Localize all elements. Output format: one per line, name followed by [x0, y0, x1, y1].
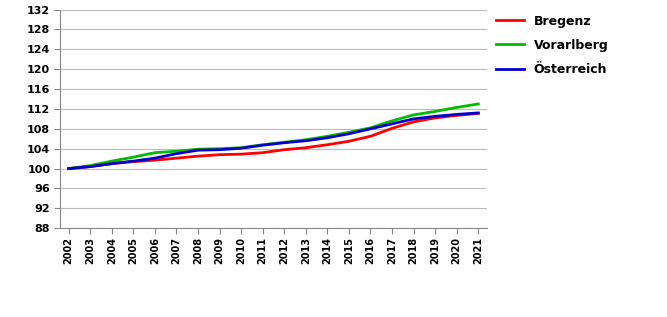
Bregenz [474, 112, 482, 115]
Line: Bregenz: Bregenz [69, 113, 478, 169]
Legend: Bregenz, Vorarlberg, Österreich: Bregenz, Vorarlberg, Österreich [491, 10, 614, 81]
Österreich [431, 114, 439, 118]
Österreich [108, 162, 116, 165]
Österreich [345, 132, 353, 136]
Bregenz [453, 113, 461, 117]
Bregenz [366, 134, 374, 138]
Österreich [65, 167, 73, 171]
Bregenz [151, 158, 159, 162]
Bregenz [86, 165, 94, 169]
Österreich [474, 111, 482, 115]
Bregenz [194, 154, 202, 158]
Bregenz [65, 167, 73, 171]
Vorarlberg [366, 126, 374, 130]
Bregenz [129, 160, 137, 164]
Vorarlberg [237, 146, 245, 150]
Vorarlberg [215, 147, 223, 151]
Österreich [194, 148, 202, 152]
Vorarlberg [86, 164, 94, 167]
Vorarlberg [431, 109, 439, 113]
Vorarlberg [301, 138, 309, 142]
Österreich [237, 146, 245, 150]
Bregenz [173, 156, 181, 160]
Bregenz [301, 146, 309, 150]
Vorarlberg [345, 130, 353, 134]
Österreich [301, 139, 309, 143]
Vorarlberg [410, 113, 418, 117]
Österreich [86, 165, 94, 169]
Line: Vorarlberg: Vorarlberg [69, 104, 478, 169]
Vorarlberg [474, 102, 482, 106]
Vorarlberg [194, 147, 202, 151]
Vorarlberg [65, 167, 73, 171]
Bregenz [259, 151, 267, 155]
Bregenz [345, 139, 353, 143]
Österreich [366, 127, 374, 131]
Vorarlberg [388, 119, 396, 123]
Österreich [388, 122, 396, 126]
Österreich [453, 113, 461, 116]
Vorarlberg [151, 151, 159, 155]
Bregenz [431, 116, 439, 120]
Österreich [173, 152, 181, 156]
Vorarlberg [453, 106, 461, 109]
Vorarlberg [280, 140, 288, 144]
Bregenz [388, 126, 396, 130]
Bregenz [108, 162, 116, 165]
Österreich [259, 143, 267, 147]
Bregenz [323, 143, 331, 147]
Österreich [129, 159, 137, 163]
Vorarlberg [129, 155, 137, 159]
Bregenz [237, 152, 245, 156]
Österreich [323, 136, 331, 140]
Bregenz [410, 120, 418, 124]
Österreich [410, 117, 418, 121]
Vorarlberg [108, 159, 116, 163]
Bregenz [280, 148, 288, 152]
Vorarlberg [173, 149, 181, 153]
Vorarlberg [323, 134, 331, 138]
Bregenz [215, 153, 223, 157]
Österreich [280, 141, 288, 145]
Vorarlberg [259, 143, 267, 147]
Österreich [215, 148, 223, 152]
Österreich [151, 156, 159, 160]
Line: Österreich: Österreich [69, 113, 478, 169]
